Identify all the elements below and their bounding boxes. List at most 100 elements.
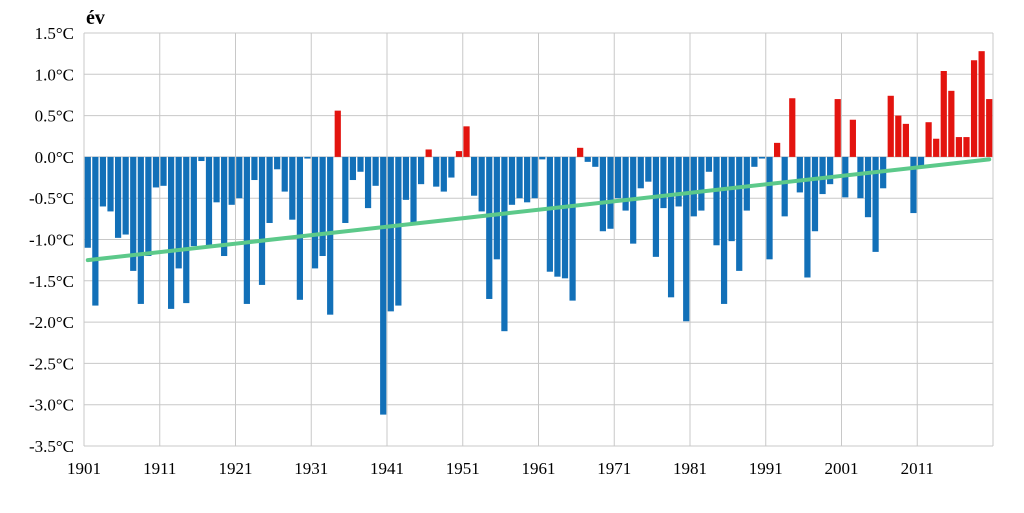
x-tick-label: 1981 [673, 459, 707, 478]
bar-2013 [933, 138, 940, 157]
y-tick-label: -1.0°C [29, 231, 74, 250]
y-axis-ticks: 1.5°C 1.0°C 0.5°C 0.0°C -0.5°C -1.0°C -1.5°C -2… [29, 24, 74, 456]
bar-1904 [107, 156, 114, 212]
bar-2015 [948, 90, 955, 157]
bar-1977 [660, 156, 667, 209]
bar-1981 [690, 156, 697, 217]
bar-1939 [372, 156, 379, 186]
bar-2011 [917, 156, 925, 167]
bar-1907 [130, 156, 137, 271]
trend-line-path [85, 157, 992, 263]
bar-1998 [819, 156, 826, 195]
bar-1980 [683, 156, 690, 322]
bar-1956 [501, 156, 508, 332]
bar-1952 [471, 156, 478, 196]
bar-1943 [402, 156, 410, 200]
bar-1923 [251, 156, 258, 181]
x-tick-label: 1901 [67, 459, 101, 478]
bar-1901 [84, 156, 91, 248]
y-tick-label: -1.5°C [29, 272, 74, 291]
bar-1905 [114, 156, 122, 238]
bar-1919 [221, 156, 228, 257]
x-tick-label: 1961 [522, 459, 556, 478]
bar-1984 [713, 156, 720, 246]
bar-1965 [569, 156, 576, 301]
bar-1983 [705, 156, 713, 172]
bar-1991 [766, 156, 773, 260]
bar-1950 [455, 151, 463, 157]
bar-1994 [789, 98, 796, 157]
bar-2017 [963, 137, 970, 157]
bar-1951 [463, 126, 470, 157]
bar-1909 [145, 156, 152, 257]
bar-1928 [289, 156, 296, 220]
bar-1945 [417, 156, 425, 185]
bar-1960 [531, 156, 538, 199]
bar-1999 [827, 156, 834, 185]
bar-1975 [645, 156, 652, 182]
bar-1934 [334, 110, 341, 157]
bar-1987 [736, 156, 743, 271]
bar-1962 [546, 156, 553, 272]
bar-1942 [395, 156, 402, 306]
x-tick-label: 2001 [825, 459, 859, 478]
grid [83, 32, 994, 447]
bar-1932 [319, 156, 326, 257]
bar-1969 [599, 156, 606, 232]
bar-1971 [614, 156, 622, 199]
bar-2010 [910, 156, 917, 214]
x-tick-label: 1951 [446, 459, 480, 478]
bar-1927 [281, 156, 288, 192]
bar-1990 [758, 156, 766, 159]
bar-1954 [486, 156, 493, 299]
bar-1997 [811, 156, 819, 232]
y-tick-label: -3.5°C [29, 437, 74, 456]
bar-1918 [213, 156, 220, 203]
bar-1935 [342, 156, 349, 223]
bar-1938 [364, 156, 372, 209]
bar-1910 [152, 156, 160, 188]
bar-2005 [872, 156, 879, 252]
x-tick-label: 1931 [294, 459, 328, 478]
bar-1953 [478, 156, 485, 212]
bar-1959 [524, 156, 531, 203]
y-tick-label: -2.5°C [29, 354, 74, 373]
bar-1955 [493, 156, 500, 260]
bar-1949 [448, 156, 455, 178]
bar-1995 [796, 156, 803, 193]
bar-1979 [675, 156, 682, 207]
bar-2014 [940, 71, 947, 157]
bar-1978 [667, 156, 675, 298]
bar-1906 [122, 156, 129, 235]
bar-1903 [99, 156, 107, 207]
bar-2016 [955, 137, 963, 157]
bar-1937 [357, 156, 364, 172]
bars [84, 51, 993, 415]
bar-1929 [296, 156, 303, 300]
bar-1957 [508, 156, 516, 205]
x-axis-ticks: 1901 1911 1921 1931 1941 1951 1961 1971 1981 1991… [67, 459, 934, 478]
bar-1925 [266, 156, 273, 223]
trend-line [85, 157, 992, 263]
bar-1902 [92, 156, 99, 306]
bar-1946 [425, 149, 432, 157]
bar-2018 [970, 60, 978, 157]
bar-1916 [198, 156, 205, 162]
y-tick-label: -3.0°C [29, 396, 74, 415]
bar-1922 [243, 156, 250, 304]
y-tick-label: -2.0°C [29, 313, 74, 332]
bar-1972 [622, 156, 629, 211]
bar-1948 [440, 156, 447, 192]
bar-2007 [887, 95, 894, 157]
bar-1914 [183, 156, 190, 304]
bar-1924 [258, 156, 266, 285]
y-tick-label: 0.5°C [35, 107, 74, 126]
bar-2009 [902, 123, 909, 157]
bar-1963 [554, 156, 561, 277]
bar-1968 [592, 156, 599, 167]
bar-1936 [349, 156, 357, 181]
y-tick-label: 0.0°C [35, 148, 74, 167]
bar-1931 [311, 156, 319, 269]
bar-1988 [743, 156, 750, 211]
